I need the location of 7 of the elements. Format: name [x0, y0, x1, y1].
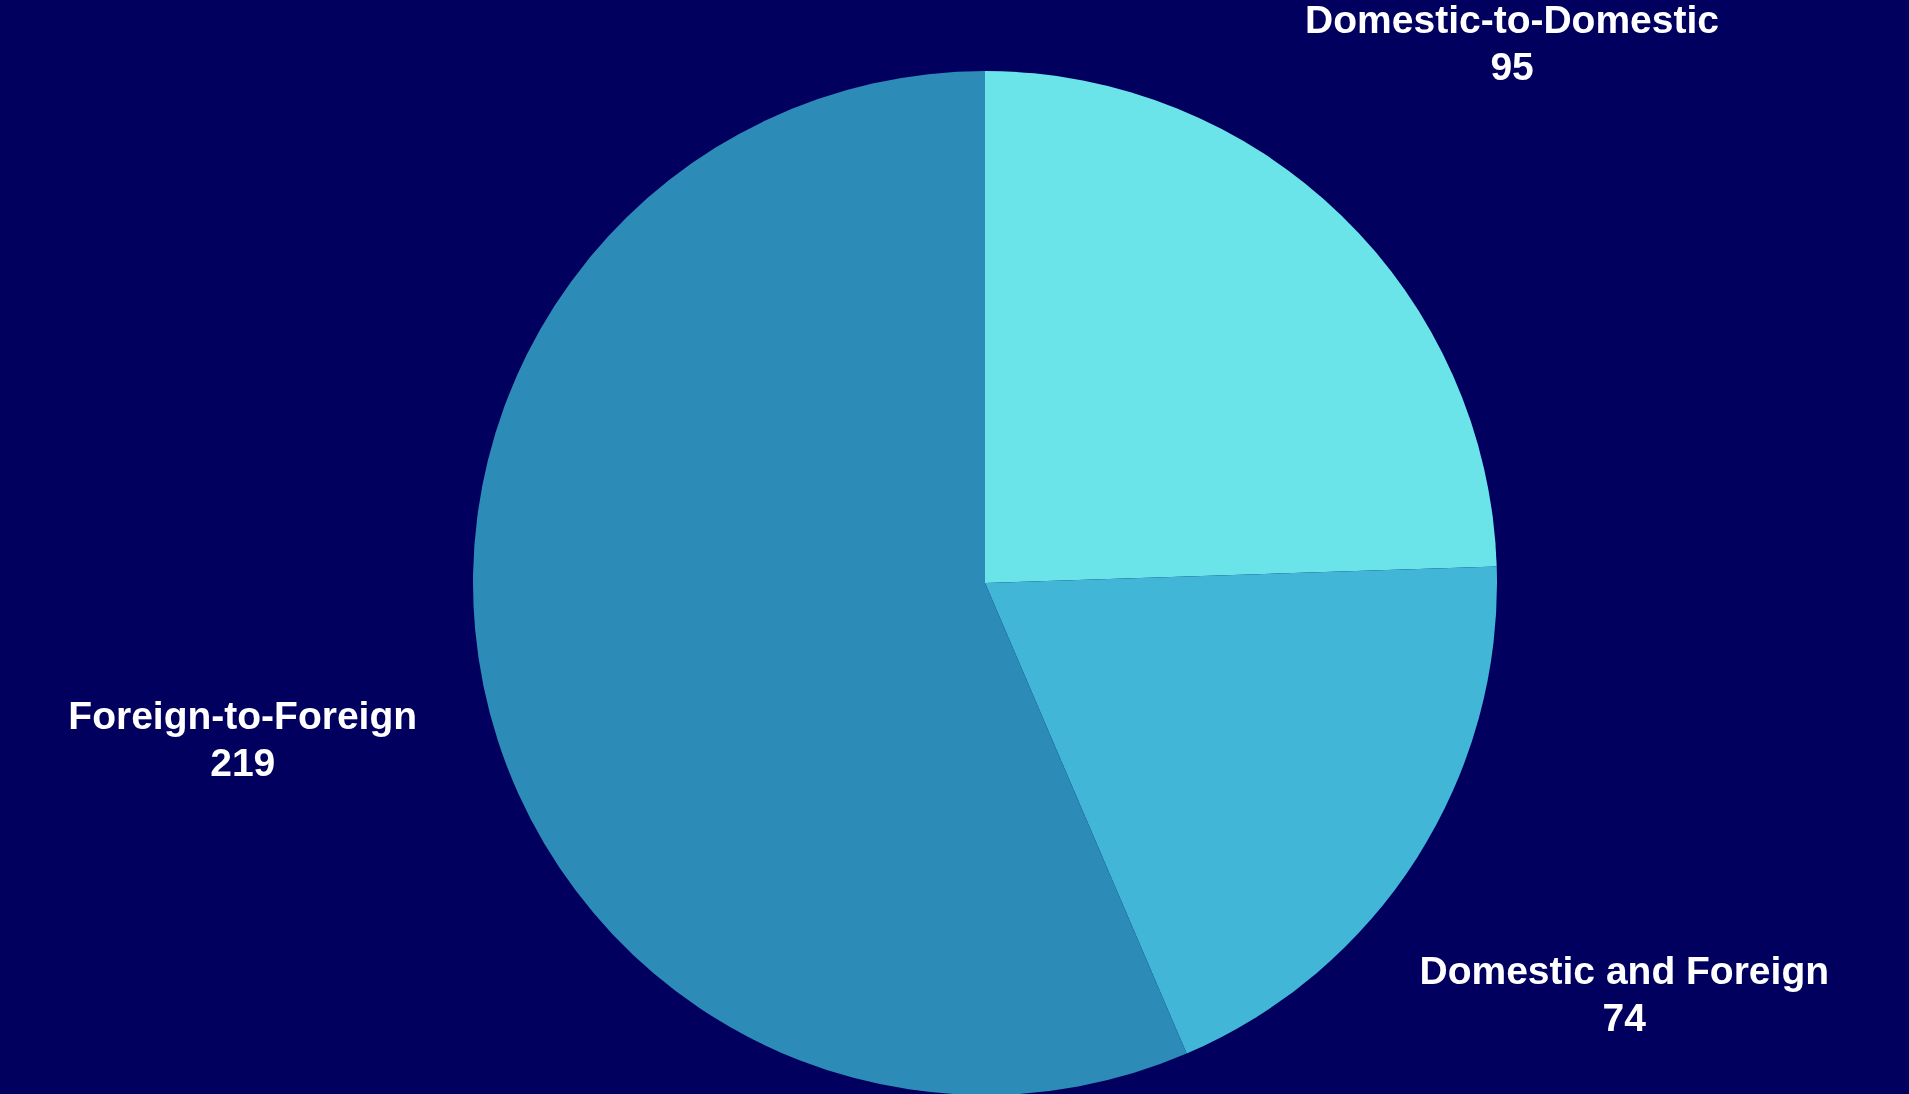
pie-slice	[473, 71, 1187, 1094]
slice-label: Domestic-to-Domestic	[1305, 0, 1720, 41]
slice-label: Domestic and Foreign	[1419, 949, 1830, 993]
data-label: 219	[210, 741, 276, 785]
data-label: 95	[1490, 44, 1534, 88]
data-label: 74	[1602, 995, 1647, 1039]
slice-label: Foreign-to-Foreign	[68, 694, 418, 738]
